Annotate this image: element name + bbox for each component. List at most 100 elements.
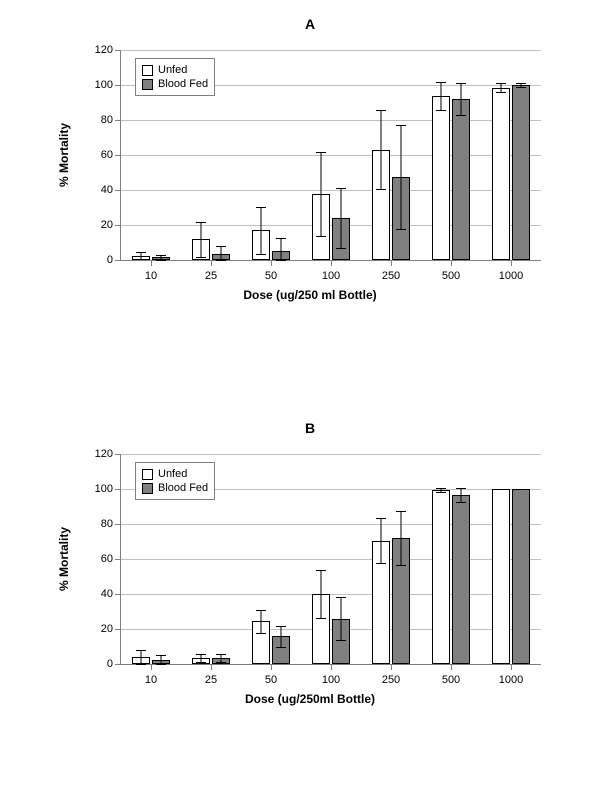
x-tick: [271, 664, 272, 670]
x-tick: [451, 664, 452, 670]
y-tick-label: 80: [81, 114, 113, 126]
chart-b-ylabel: % Mortality: [57, 527, 71, 591]
bar: [492, 88, 510, 260]
x-tick-label: 250: [382, 674, 400, 686]
x-tick: [211, 664, 212, 670]
y-tick: [115, 260, 121, 261]
x-tick: [331, 664, 332, 670]
legend-item: Unfed: [142, 467, 208, 481]
legend-item: Blood Fed: [142, 481, 208, 495]
gridline: [121, 120, 541, 121]
x-tick-label: 10: [145, 270, 157, 282]
legend-item: Unfed: [142, 63, 208, 77]
bar: [512, 85, 530, 260]
x-tick-label: 25: [205, 270, 217, 282]
y-tick-label: 60: [81, 553, 113, 565]
gridline: [121, 524, 541, 525]
legend-label: Blood Fed: [158, 77, 208, 91]
y-tick-label: 0: [81, 254, 113, 266]
chart-b: % Mortality UnfedBlood Fed 0204060801001…: [60, 444, 560, 714]
x-tick: [511, 260, 512, 266]
gridline: [121, 50, 541, 51]
x-tick: [151, 664, 152, 670]
chart-a-ylabel: % Mortality: [57, 123, 71, 187]
gridline: [121, 155, 541, 156]
y-tick-label: 20: [81, 219, 113, 231]
y-tick: [115, 664, 121, 665]
y-tick: [115, 85, 121, 86]
gridline: [121, 594, 541, 595]
y-tick-label: 120: [81, 448, 113, 460]
y-tick: [115, 225, 121, 226]
x-tick: [211, 260, 212, 266]
x-tick-label: 1000: [499, 674, 523, 686]
y-tick-label: 100: [81, 79, 113, 91]
y-tick-label: 0: [81, 658, 113, 670]
x-tick: [271, 260, 272, 266]
bar: [432, 490, 450, 664]
legend-swatch: [142, 483, 153, 494]
legend-swatch: [142, 79, 153, 90]
panel-b: B % Mortality UnfedBlood Fed 02040608010…: [50, 420, 570, 714]
legend-label: Unfed: [158, 63, 187, 77]
chart-a: % Mortality UnfedBlood Fed 0204060801001…: [60, 40, 560, 310]
bar: [492, 489, 510, 664]
chart-a-title: A: [50, 16, 570, 32]
x-tick: [391, 260, 392, 266]
y-tick-label: 60: [81, 149, 113, 161]
y-tick: [115, 489, 121, 490]
bar: [512, 489, 530, 664]
chart-b-title: B: [50, 420, 570, 436]
y-tick: [115, 120, 121, 121]
chart-a-legend: UnfedBlood Fed: [135, 58, 215, 96]
bar: [452, 495, 470, 664]
y-tick: [115, 559, 121, 560]
bar: [452, 99, 470, 260]
x-tick-label: 100: [322, 270, 340, 282]
gridline: [121, 559, 541, 560]
x-tick-label: 1000: [499, 270, 523, 282]
x-tick-label: 500: [442, 270, 460, 282]
chart-a-plot: UnfedBlood Fed 0204060801001201025501002…: [120, 50, 541, 261]
legend-item: Blood Fed: [142, 77, 208, 91]
y-tick: [115, 454, 121, 455]
x-tick-label: 250: [382, 270, 400, 282]
y-tick-label: 100: [81, 483, 113, 495]
panel-a: A % Mortality UnfedBlood Fed 02040608010…: [50, 16, 570, 310]
x-tick-label: 10: [145, 674, 157, 686]
legend-swatch: [142, 65, 153, 76]
legend-label: Unfed: [158, 467, 187, 481]
x-tick-label: 100: [322, 674, 340, 686]
chart-b-legend: UnfedBlood Fed: [135, 462, 215, 500]
x-tick-label: 50: [265, 674, 277, 686]
gridline: [121, 454, 541, 455]
x-tick: [451, 260, 452, 266]
y-tick-label: 40: [81, 588, 113, 600]
y-tick-label: 80: [81, 518, 113, 530]
legend-label: Blood Fed: [158, 481, 208, 495]
chart-a-xlabel: Dose (ug/250 ml Bottle): [243, 288, 376, 302]
x-tick: [391, 664, 392, 670]
legend-swatch: [142, 469, 153, 480]
bar: [432, 96, 450, 261]
y-tick: [115, 524, 121, 525]
chart-b-plot: UnfedBlood Fed 0204060801001201025501002…: [120, 454, 541, 665]
y-tick: [115, 50, 121, 51]
y-tick-label: 40: [81, 184, 113, 196]
x-tick-label: 25: [205, 674, 217, 686]
chart-b-xlabel: Dose (ug/250ml Bottle): [245, 692, 375, 706]
x-tick: [151, 260, 152, 266]
y-tick-label: 20: [81, 623, 113, 635]
gridline: [121, 190, 541, 191]
gridline: [121, 225, 541, 226]
y-tick: [115, 629, 121, 630]
y-tick: [115, 190, 121, 191]
x-tick-label: 50: [265, 270, 277, 282]
x-tick-label: 500: [442, 674, 460, 686]
gridline: [121, 629, 541, 630]
y-tick: [115, 155, 121, 156]
y-tick-label: 120: [81, 44, 113, 56]
x-tick: [331, 260, 332, 266]
x-tick: [511, 664, 512, 670]
page: A % Mortality UnfedBlood Fed 02040608010…: [0, 0, 600, 808]
